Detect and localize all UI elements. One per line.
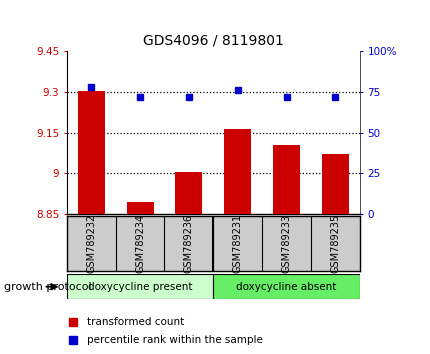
Text: transformed count: transformed count: [87, 318, 184, 327]
Bar: [321, 154, 348, 214]
Bar: [175, 172, 202, 214]
Text: growth protocol: growth protocol: [4, 282, 92, 292]
Bar: [273, 145, 299, 214]
Text: GSM789232: GSM789232: [86, 214, 96, 273]
Text: GSM789235: GSM789235: [330, 214, 340, 273]
Text: GSM789236: GSM789236: [184, 214, 194, 273]
Bar: [213, 274, 359, 299]
Text: doxycycline present: doxycycline present: [88, 282, 192, 292]
Bar: [77, 91, 104, 214]
Bar: [67, 274, 213, 299]
Bar: [224, 129, 251, 214]
Title: GDS4096 / 8119801: GDS4096 / 8119801: [143, 33, 283, 47]
Text: GSM789233: GSM789233: [281, 214, 291, 273]
Bar: [126, 202, 153, 214]
Text: doxycycline absent: doxycycline absent: [236, 282, 336, 292]
Text: GSM789234: GSM789234: [135, 214, 145, 273]
Text: percentile rank within the sample: percentile rank within the sample: [87, 335, 263, 344]
Text: GSM789231: GSM789231: [232, 214, 242, 273]
